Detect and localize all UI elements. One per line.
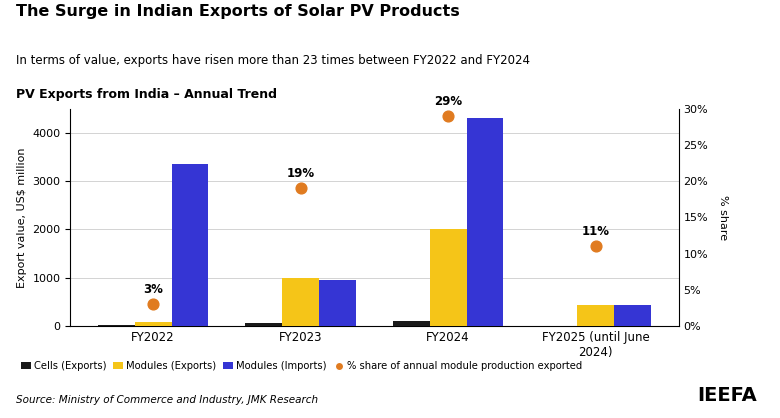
- Bar: [135, 322, 172, 326]
- % share of annual module production exported: [294, 185, 307, 192]
- Bar: [282, 278, 319, 326]
- Text: 3%: 3%: [144, 283, 163, 296]
- Bar: [98, 325, 135, 326]
- Text: IEEFA: IEEFA: [697, 387, 757, 405]
- Bar: [614, 305, 651, 326]
- Text: 11%: 11%: [582, 225, 610, 238]
- Bar: [172, 164, 208, 326]
- Legend: Cells (Exports), Modules (Exports), Modules (Imports), % share of annual module : Cells (Exports), Modules (Exports), Modu…: [20, 361, 582, 371]
- % share of annual module production exported: [590, 243, 602, 250]
- Bar: [466, 118, 503, 326]
- Y-axis label: Export value, US$ million: Export value, US$ million: [17, 147, 27, 288]
- Text: PV Exports from India – Annual Trend: PV Exports from India – Annual Trend: [16, 88, 277, 101]
- Bar: [577, 305, 614, 326]
- Text: The Surge in Indian Exports of Solar PV Products: The Surge in Indian Exports of Solar PV …: [16, 4, 459, 19]
- Bar: [430, 229, 466, 326]
- Y-axis label: % share: % share: [718, 195, 728, 240]
- Bar: [393, 321, 430, 326]
- Text: In terms of value, exports have risen more than 23 times between FY2022 and FY20: In terms of value, exports have risen mo…: [16, 54, 530, 67]
- % share of annual module production exported: [147, 301, 159, 308]
- Bar: [246, 323, 282, 326]
- Text: 19%: 19%: [286, 167, 314, 180]
- Bar: [319, 280, 356, 326]
- Text: Source: Ministry of Commerce and Industry, JMK Research: Source: Ministry of Commerce and Industr…: [16, 395, 317, 405]
- % share of annual module production exported: [442, 112, 455, 119]
- Text: 29%: 29%: [434, 94, 463, 107]
